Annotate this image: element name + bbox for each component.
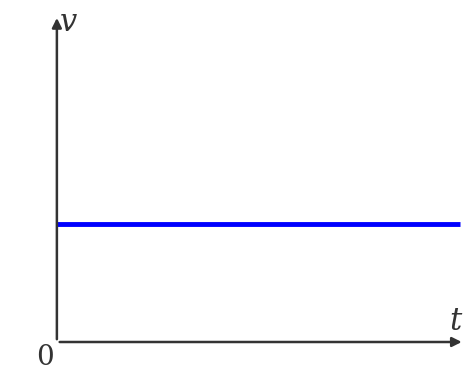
Text: v: v [60, 7, 77, 38]
Text: t: t [449, 306, 461, 337]
Text: 0: 0 [36, 344, 54, 371]
